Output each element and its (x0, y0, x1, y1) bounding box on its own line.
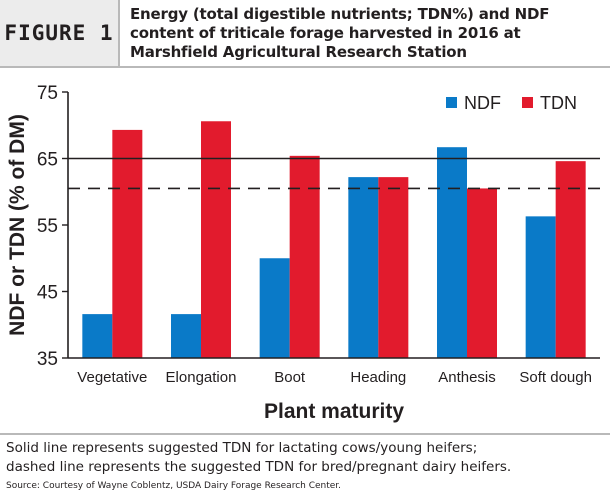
figure-header: FIGURE 1 Energy (total digestible nutrie… (0, 0, 610, 68)
chart-area: Vegetative Elongation Boot Heading Anthesis S… (0, 70, 610, 430)
legend-swatch-ndf (446, 97, 457, 108)
bar-tdn-vegetative (112, 129, 143, 358)
bar-tdn-elongation (201, 121, 231, 358)
legend-label-tdn: TDN (540, 93, 577, 113)
bar-ndf-elongation (171, 314, 201, 358)
bar-ndf-vegetative (82, 314, 113, 358)
figure-title: Energy (total digestible nutrients; TDN%… (130, 5, 550, 61)
figure-label: FIGURE 1 (0, 0, 120, 66)
footer-note-line-1: Solid line represents suggested TDN for … (6, 440, 478, 456)
x-tick-label: Soft dough (519, 369, 592, 386)
footer-source: Source: Courtesy of Wayne Coblentz, USDA… (6, 481, 342, 491)
bar-tdn-anthesis (467, 188, 497, 358)
bar-chart: Vegetative Elongation Boot Heading Anthesis S… (6, 83, 600, 423)
bar-ndf-heading (348, 177, 379, 358)
bar-tdn-soft-dough (555, 161, 586, 358)
x-tick-label: Boot (274, 369, 306, 386)
y-tick-label: 65 (37, 150, 58, 171)
bar-tdn-boot (289, 155, 320, 358)
footer-note-line-2: dashed line represents the suggested TDN… (6, 459, 512, 475)
y-axis-title: NDF or TDN (% of DM) (6, 114, 29, 336)
legend-swatch-tdn (522, 97, 533, 108)
x-axis-title: Plant maturity (264, 400, 404, 423)
legend-label-ndf: NDF (464, 93, 501, 113)
bar-tdn-heading (378, 177, 409, 358)
x-tick-label: Anthesis (438, 369, 496, 386)
bar-ndf-boot (259, 258, 290, 358)
bar-ndf-soft-dough (525, 216, 556, 358)
figure-footer: Solid line represents suggested TDN for … (0, 433, 610, 498)
chart-marks: Vegetative Elongation Boot Heading Anthesis S… (6, 83, 600, 423)
x-tick-label: Elongation (166, 369, 237, 386)
y-tick-label: 75 (37, 83, 58, 104)
x-tick-label: Vegetative (77, 369, 147, 386)
y-tick-label: 35 (37, 349, 58, 370)
y-tick-label: 55 (37, 216, 58, 237)
bar-ndf-anthesis (437, 147, 467, 358)
y-tick-label: 45 (37, 283, 58, 304)
x-tick-label: Heading (350, 369, 406, 386)
